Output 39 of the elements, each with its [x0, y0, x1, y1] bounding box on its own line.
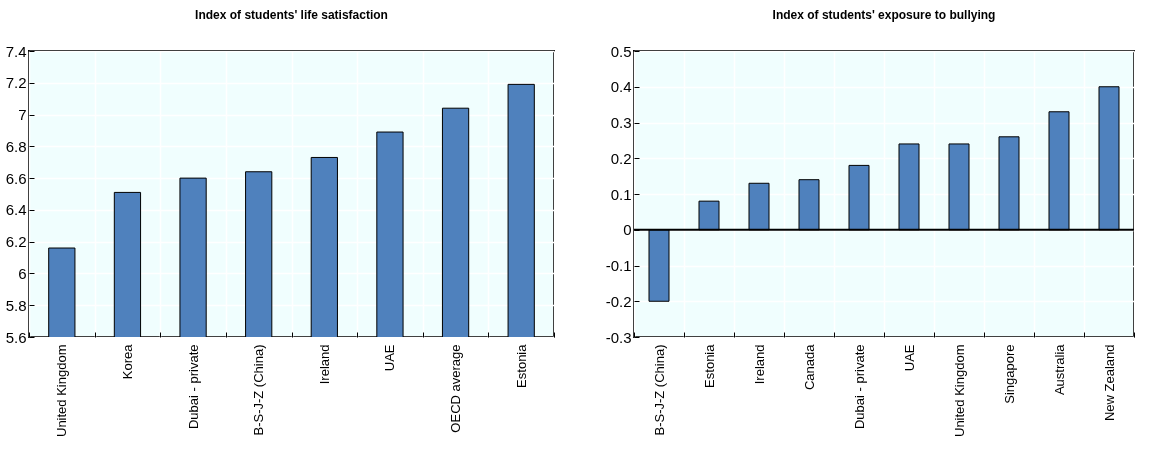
x-tick-label: B-S-J-Z (China) — [251, 344, 267, 436]
y-tick-label: 5.6 — [5, 328, 27, 346]
y-tick-label: 7 — [18, 106, 27, 124]
x-tick-label: Estonia — [701, 343, 717, 388]
y-tick-label: 0 — [623, 221, 632, 239]
x-tick-label: B-S-J-Z (China) — [651, 344, 667, 436]
y-tick-label: 6.4 — [5, 201, 27, 219]
y-tick-label: 0.3 — [610, 114, 632, 131]
y-tick-label: 6 — [18, 264, 27, 282]
y-tick-label: 6.6 — [5, 169, 27, 187]
x-tick-label: Dubai - private — [851, 344, 867, 430]
x-tick-label: Canada — [801, 343, 817, 391]
x-tick-label: United Kingdom — [54, 344, 70, 437]
y-tick-label: 7.2 — [5, 74, 27, 92]
y-tick-label: -0.3 — [605, 328, 632, 346]
chart-title: Index of students' life satisfaction — [195, 8, 388, 22]
y-tick-label: 7.4 — [5, 42, 27, 60]
x-tick-label: UAE — [901, 344, 917, 372]
y-tick-label: 5.8 — [5, 296, 27, 314]
x-tick-label: Ireland — [751, 344, 767, 385]
x-tick-label: Singapore — [1001, 344, 1017, 404]
x-tick-label: UAE — [382, 344, 398, 372]
x-tick-label: Estonia — [513, 343, 529, 388]
y-tick-label: 0.2 — [610, 149, 632, 167]
x-tick-label: Dubai - private — [185, 344, 201, 430]
y-tick-label: -0.1 — [605, 257, 632, 274]
y-tick-label: 6.8 — [5, 137, 27, 155]
x-tick-label: Korea — [119, 343, 135, 380]
y-tick-label: 6.2 — [5, 233, 27, 251]
x-tick-label: United Kingdom — [951, 344, 967, 437]
x-tick-label: Australia — [1051, 343, 1067, 396]
x-tick-label: Ireland — [316, 344, 332, 385]
y-tick-label: 0.4 — [610, 78, 632, 96]
y-tick-label: 0.1 — [610, 185, 632, 203]
x-tick-label: OECD average — [448, 344, 464, 433]
y-tick-label: 0.5 — [610, 42, 632, 60]
x-tick-label: New Zealand — [1101, 344, 1117, 422]
chart-title: Index of students' exposure to bullying — [772, 8, 996, 22]
y-tick-label: -0.2 — [605, 292, 632, 310]
